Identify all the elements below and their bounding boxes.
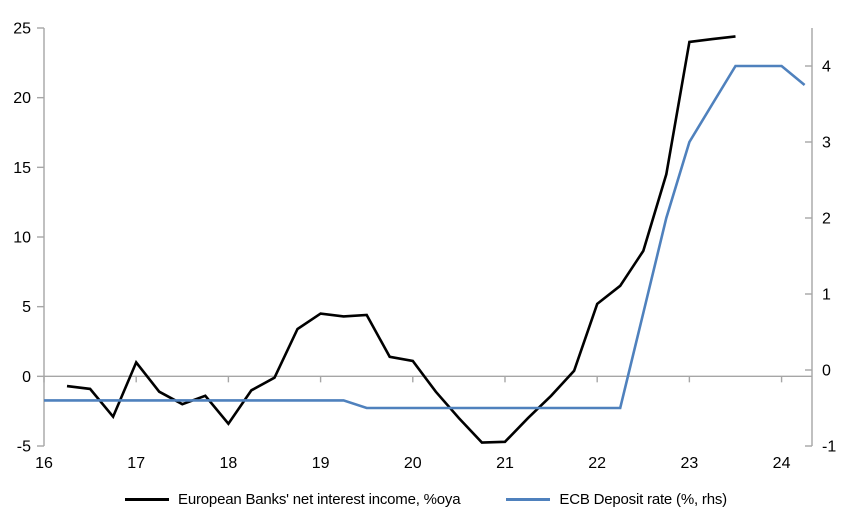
x-axis-tick-label: 22 [588, 455, 606, 472]
x-axis-tick-label: 16 [35, 455, 53, 472]
left-axis-tick-label: -5 [17, 439, 31, 456]
x-axis-tick-label: 21 [496, 455, 514, 472]
legend-line-swatch-black [125, 498, 170, 501]
left-axis-tick-label: 25 [13, 21, 31, 38]
right-axis-tick-label: 4 [822, 59, 831, 76]
legend-item-net-interest-income: European Banks' net interest income, %oy… [125, 491, 461, 508]
x-axis-tick-label: 17 [127, 455, 145, 472]
right-axis-tick-label: -1 [822, 439, 836, 456]
x-axis-tick-label: 24 [773, 455, 791, 472]
x-axis-tick-label: 20 [404, 455, 422, 472]
left-axis-tick-label: 5 [22, 299, 31, 316]
legend-label-ecb-deposit-rate: ECB Deposit rate (%, rhs) [559, 491, 727, 508]
legend-item-ecb-deposit-rate: ECB Deposit rate (%, rhs) [506, 491, 727, 508]
right-axis-tick-label: 0 [822, 363, 831, 380]
x-axis-tick-label: 19 [312, 455, 330, 472]
left-axis-tick-label: 10 [13, 230, 31, 247]
legend-label-net-interest-income: European Banks' net interest income, %oy… [178, 491, 461, 508]
left-axis-tick-label: 0 [22, 369, 31, 386]
right-axis-tick-label: 2 [822, 211, 831, 228]
legend-line-swatch-blue [506, 498, 551, 501]
left-axis-tick-label: 20 [13, 90, 31, 107]
right-axis-tick-label: 1 [822, 287, 831, 304]
legend: European Banks' net interest income, %oy… [0, 491, 852, 508]
x-axis-tick-label: 23 [680, 455, 698, 472]
series-line-ecb-deposit-rate [44, 64, 806, 410]
left-axis-tick-label: 15 [13, 160, 31, 177]
x-axis-tick-label: 18 [219, 455, 237, 472]
right-axis-tick-label: 3 [822, 135, 831, 152]
series-line-net-interest-income [66, 35, 736, 444]
